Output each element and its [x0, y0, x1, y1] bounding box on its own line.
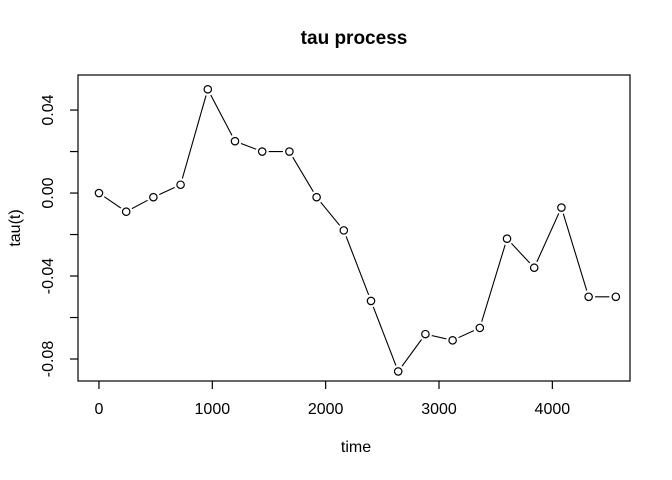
data-point-marker	[529, 263, 539, 273]
x-tick-label: 1000	[195, 401, 231, 418]
x-tick-label: 0	[95, 401, 104, 418]
plot-box	[77, 74, 631, 382]
x-axis-label: time	[341, 439, 371, 456]
data-point-marker	[94, 188, 104, 198]
data-point-marker	[611, 292, 621, 302]
data-point-marker	[285, 147, 294, 156]
data-point-marker	[312, 192, 321, 202]
data-point-marker	[393, 367, 403, 376]
data-point-marker	[339, 226, 349, 235]
data-point-marker	[366, 296, 376, 306]
data-point-marker	[448, 336, 457, 345]
data-point-marker	[230, 136, 240, 146]
y-tick-label: -0.08	[40, 341, 57, 378]
y-tick-label: -0.04	[40, 258, 57, 295]
x-tick-label: 4000	[535, 401, 571, 418]
y-tick-label: 0.00	[40, 177, 57, 208]
data-point-marker	[475, 323, 485, 333]
y-axis-label: tau(t)	[7, 209, 24, 246]
data-point-marker	[584, 292, 593, 302]
data-point-marker	[257, 147, 267, 156]
series-line	[98, 87, 616, 373]
data-point-marker	[502, 234, 512, 243]
x-tick-label: 3000	[421, 401, 457, 418]
data-point-marker	[203, 85, 213, 94]
data-point-marker	[421, 329, 430, 339]
x-tick-label: 2000	[308, 401, 344, 418]
chart-title: tau process	[301, 28, 408, 49]
data-point-marker	[149, 192, 158, 202]
data-point-marker	[557, 203, 566, 212]
data-point-marker	[176, 180, 185, 190]
y-tick-label: 0.04	[40, 94, 57, 125]
data-point-marker	[121, 207, 131, 217]
plot-area: 0 1000 2000 3000 4000 -0.08 -0.04 0.00 0.04	[40, 74, 631, 418]
